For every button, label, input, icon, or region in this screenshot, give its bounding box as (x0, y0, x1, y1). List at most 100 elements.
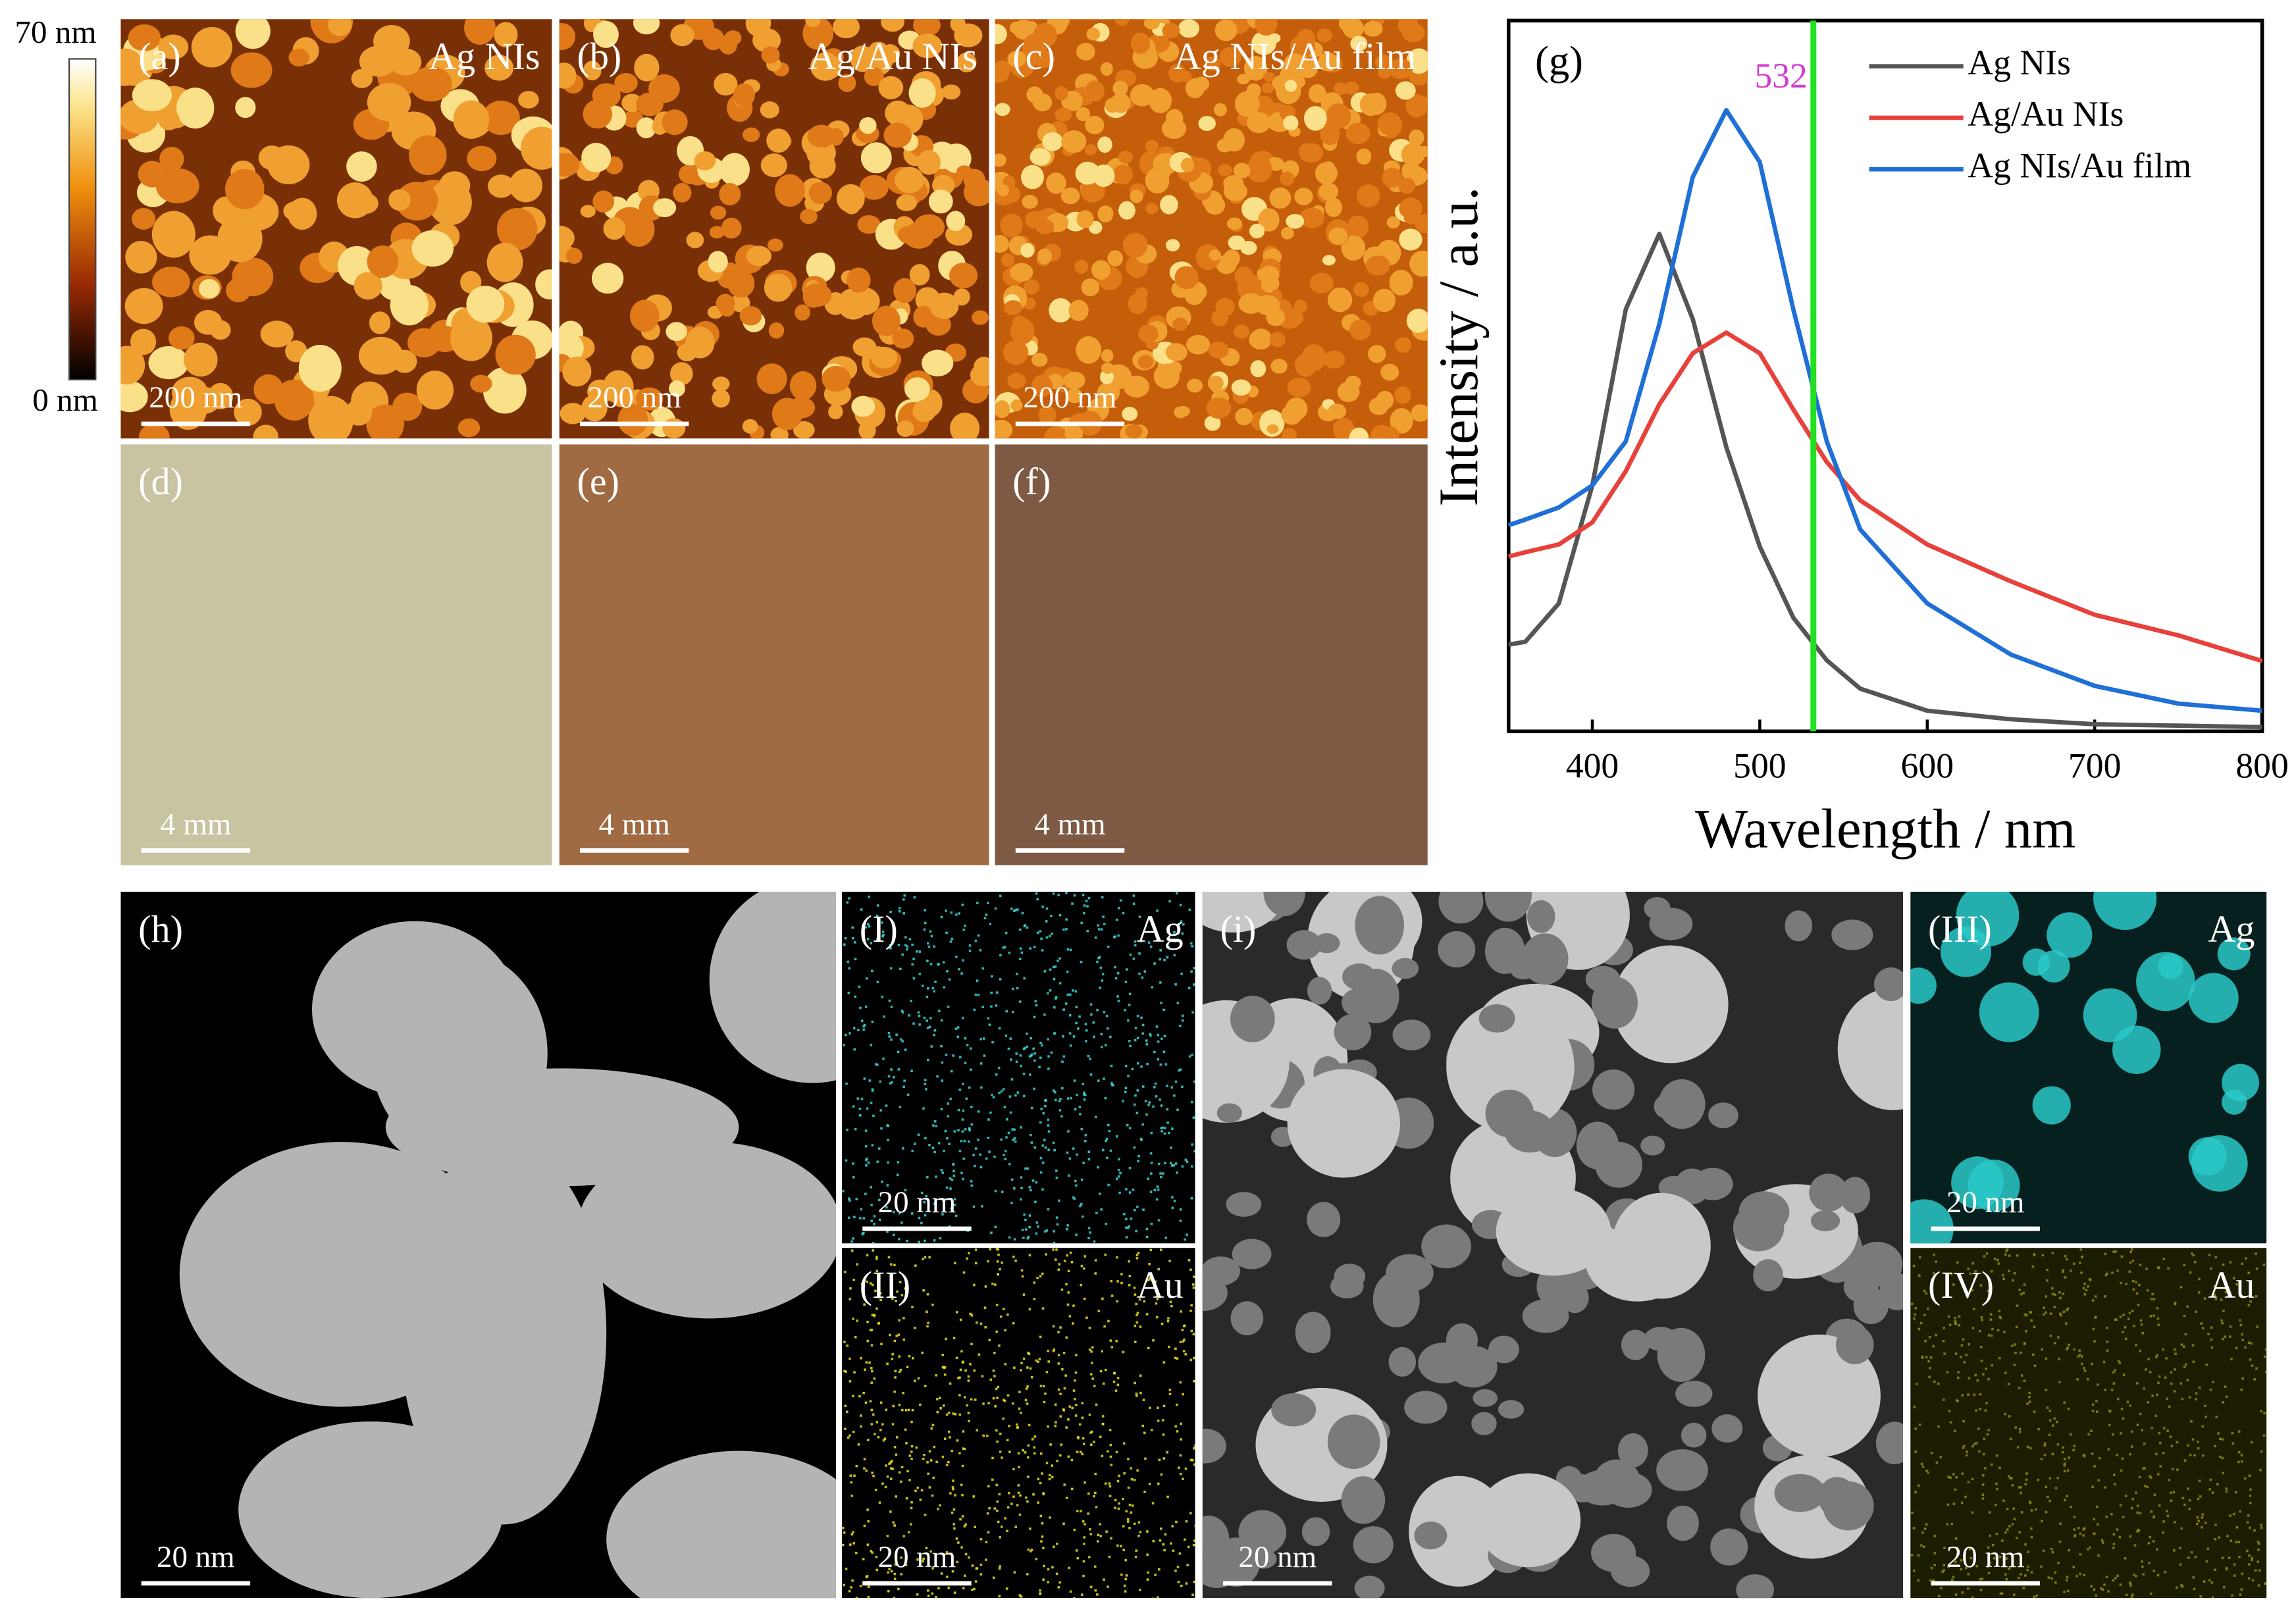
signal-dot (2247, 1304, 2251, 1307)
signal-dot (1033, 1281, 1036, 1284)
legend-label: Ag NIs (1968, 43, 2071, 82)
signal-dot (1174, 1162, 1178, 1165)
signal-dot (2136, 1382, 2139, 1385)
signal-dot (2149, 1535, 2152, 1539)
signal-dot (1166, 1108, 1169, 1111)
signal-dot (1178, 1552, 1182, 1555)
signal-dot (853, 1048, 856, 1051)
signal-dot (1135, 1206, 1139, 1208)
signal-dot (940, 1044, 943, 1048)
signal-dot (881, 1423, 884, 1426)
signal-dot (1179, 1454, 1182, 1457)
signal-dot (1930, 1566, 1933, 1570)
signal-dot (1008, 1095, 1012, 1098)
signal-dot (2225, 1490, 2228, 1493)
signal-dot (914, 1489, 917, 1493)
signal-dot (1066, 1097, 1070, 1100)
signal-dot (2189, 1271, 2192, 1274)
particle (1123, 375, 1150, 398)
signal-dot (1030, 1054, 1033, 1057)
signal-dot (1161, 1419, 1164, 1422)
image-panel (120, 19, 552, 439)
signal-dot (918, 1014, 921, 1017)
signal-dot (897, 944, 900, 946)
signal-dot (1086, 929, 1089, 933)
signal-dot (1123, 1584, 1126, 1587)
signal-dot (912, 977, 916, 980)
signal-dot (1083, 1536, 1086, 1539)
signal-dot (1058, 1263, 1061, 1266)
signal-dot (1090, 1013, 1093, 1016)
signal-dot (1122, 1549, 1125, 1552)
signal-dot (1138, 952, 1141, 955)
signal-dot (928, 1144, 931, 1146)
signal-dot (1194, 1445, 1195, 1447)
signal-dot (2258, 1569, 2261, 1572)
signal-dot (843, 1583, 845, 1587)
signal-dot (871, 969, 874, 973)
particle (897, 421, 914, 437)
particle (1235, 407, 1253, 426)
signal-dot (2259, 1468, 2262, 1472)
signal-dot (2233, 1574, 2236, 1577)
signal-dot (2181, 1585, 2184, 1588)
signal-dot (891, 1460, 893, 1462)
signal-dot (1956, 1261, 1959, 1264)
signal-dot (1096, 1593, 1099, 1596)
signal-dot (877, 1147, 881, 1150)
signal-dot (941, 1079, 944, 1082)
signal-dot (1156, 910, 1159, 912)
signal-dot (1083, 1481, 1086, 1484)
signal-dot (945, 1054, 948, 1056)
signal-dot (1149, 1276, 1152, 1279)
signal-dot (1191, 1100, 1193, 1104)
particle (1042, 132, 1063, 151)
signal-dot (1115, 1177, 1118, 1180)
signal-dot (2184, 1363, 2187, 1366)
signal-dot (2048, 1477, 2052, 1480)
signal-dot (1041, 1307, 1045, 1310)
signal-dot (941, 1353, 944, 1356)
particle (913, 19, 941, 37)
signal-dot (1155, 1198, 1159, 1201)
signal-dot (2162, 1452, 2165, 1454)
signal-dot (942, 1404, 945, 1407)
signal-dot (1016, 973, 1018, 975)
signal-dot (2122, 1331, 2124, 1333)
signal-dot (968, 1127, 971, 1130)
signal-dot (2104, 1486, 2106, 1489)
signal-dot (1958, 1315, 1961, 1318)
signal-dot (926, 960, 929, 962)
signal-dot (967, 1379, 970, 1382)
signal-dot (1109, 1429, 1112, 1431)
signal-dot (1008, 952, 1011, 954)
signal-dot (1037, 1225, 1039, 1228)
signal-dot (2086, 1377, 2089, 1381)
signal-dot (935, 1596, 937, 1599)
particle (767, 238, 783, 252)
signal-dot (2042, 1313, 2045, 1316)
signal-dot (2173, 1390, 2176, 1393)
particle (1258, 208, 1280, 232)
signal-dot (1167, 1317, 1170, 1320)
signal-dot (1023, 977, 1026, 980)
signal-dot (876, 904, 879, 907)
signal-dot (900, 1010, 904, 1012)
signal-dot (2112, 1547, 2115, 1549)
signal-dot (2076, 1378, 2079, 1381)
signal-dot (1101, 1297, 1104, 1300)
signal-dot (2129, 1250, 2132, 1254)
signal-dot (2231, 1594, 2233, 1597)
signal-dot (1187, 987, 1191, 990)
signal-dot (1149, 945, 1153, 948)
signal-dot (2260, 1410, 2262, 1413)
signal-dot (1072, 1147, 1075, 1150)
signal-dot (983, 1306, 987, 1309)
signal-dot (2235, 1346, 2238, 1350)
signal-dot (2201, 1327, 2205, 1329)
signal-dot (1075, 1021, 1078, 1025)
signal-dot (888, 1568, 891, 1570)
signal-dot (968, 1129, 971, 1132)
signal-dot (912, 1357, 914, 1360)
signal-dot (1157, 1040, 1160, 1043)
